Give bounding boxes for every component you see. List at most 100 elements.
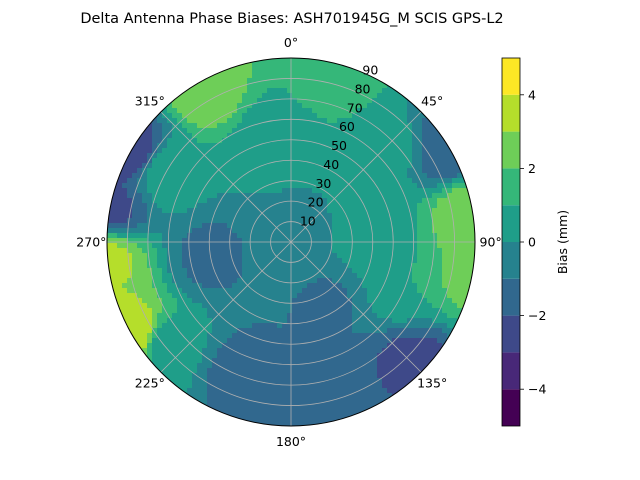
contour-cell [272, 83, 278, 89]
contour-cell [302, 78, 308, 84]
contour-cell [187, 328, 193, 334]
contour-cell [307, 263, 313, 269]
contour-cell [447, 178, 453, 184]
contour-cell [327, 143, 333, 149]
contour-cell [207, 153, 213, 159]
contour-cell [147, 283, 153, 289]
contour-cell [277, 358, 283, 364]
contour-cell [132, 173, 138, 179]
contour-cell [412, 238, 418, 244]
contour-cell [162, 203, 168, 209]
contour-cell [247, 253, 253, 259]
contour-cell [437, 228, 443, 234]
contour-cell [412, 243, 418, 249]
contour-cell [317, 243, 323, 249]
contour-cell [367, 233, 373, 239]
contour-cell [357, 128, 363, 134]
contour-cell [302, 88, 308, 94]
contour-cell [397, 368, 403, 374]
contour-cell [257, 253, 263, 259]
contour-cell [297, 418, 303, 424]
contour-cell [332, 423, 338, 426]
contour-cell [287, 108, 293, 114]
contour-cell [352, 113, 358, 119]
contour-cell [407, 158, 413, 164]
contour-cell [422, 118, 428, 124]
contour-cell [227, 303, 233, 309]
contour-cell [357, 183, 363, 189]
contour-cell [177, 298, 183, 304]
contour-cell [312, 338, 318, 344]
contour-cell [252, 393, 258, 399]
contour-cell [142, 158, 148, 164]
contour-cell [167, 368, 173, 374]
contour-cell [167, 143, 173, 149]
contour-cell [282, 123, 288, 129]
contour-cell [147, 363, 153, 369]
contour-cell [257, 378, 263, 384]
contour-cell [237, 108, 243, 114]
contour-cell [337, 383, 343, 389]
contour-cell [277, 128, 283, 134]
contour-cell [207, 368, 213, 374]
contour-cell [232, 178, 238, 184]
contour-cell [107, 193, 113, 199]
contour-cell [307, 253, 313, 259]
contour-cell [407, 283, 413, 289]
contour-cell [287, 328, 293, 334]
contour-cell [432, 193, 438, 199]
contour-cell [162, 178, 168, 184]
contour-cell [362, 238, 368, 244]
contour-cell [222, 283, 228, 289]
contour-cell [312, 318, 318, 324]
contour-cell [267, 313, 273, 319]
contour-cell [352, 278, 358, 284]
contour-cell [272, 253, 278, 259]
contour-cell [352, 83, 358, 89]
contour-cell [392, 293, 398, 299]
contour-cell [422, 243, 428, 249]
contour-cell [177, 223, 183, 229]
contour-cell [302, 423, 308, 426]
contour-cell [162, 158, 168, 164]
contour-cell [242, 288, 248, 294]
contour-cell [347, 88, 353, 94]
contour-cell [272, 78, 278, 84]
contour-cell [427, 233, 433, 239]
contour-cell [387, 188, 393, 194]
contour-cell [352, 223, 358, 229]
contour-cell [307, 378, 313, 384]
contour-cell [157, 318, 163, 324]
contour-cell [332, 233, 338, 239]
contour-cell [187, 233, 193, 239]
contour-cell [332, 88, 338, 94]
contour-cell [162, 353, 168, 359]
contour-cell [362, 203, 368, 209]
contour-cell [282, 88, 288, 94]
contour-cell [412, 333, 418, 339]
contour-cell [137, 263, 143, 269]
contour-cell [332, 78, 338, 84]
contour-cell [197, 343, 203, 349]
contour-cell [197, 183, 203, 189]
contour-cell [332, 193, 338, 199]
contour-cell [252, 123, 258, 129]
contour-cell [427, 138, 433, 144]
contour-cell [267, 338, 273, 344]
contour-cell [417, 158, 423, 164]
contour-cell [147, 208, 153, 214]
contour-cell [297, 338, 303, 344]
contour-cell [307, 338, 313, 344]
contour-cell [252, 383, 258, 389]
contour-cell [127, 308, 133, 314]
contour-cell [217, 198, 223, 204]
contour-cell [392, 218, 398, 224]
contour-cell [372, 103, 378, 109]
contour-cell [137, 333, 143, 339]
contour-cell [322, 203, 328, 209]
contour-cell [247, 93, 253, 99]
contour-cell [212, 388, 218, 394]
contour-cell [167, 158, 173, 164]
contour-cell [242, 333, 248, 339]
contour-cell [367, 358, 373, 364]
